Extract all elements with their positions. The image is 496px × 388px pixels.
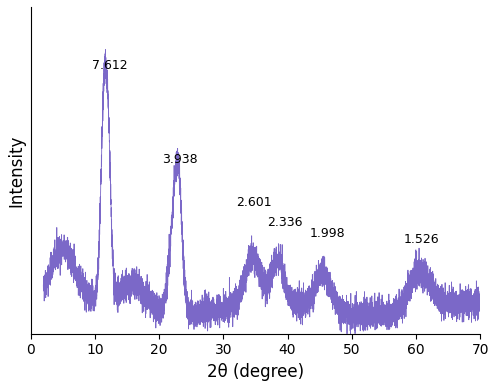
Y-axis label: Intensity: Intensity — [7, 134, 25, 206]
Text: 2.601: 2.601 — [236, 196, 272, 209]
Text: 1.998: 1.998 — [310, 227, 346, 240]
X-axis label: 2θ (degree): 2θ (degree) — [207, 363, 304, 381]
Text: 2.336: 2.336 — [267, 216, 303, 229]
Text: 1.526: 1.526 — [403, 233, 439, 246]
Text: 3.938: 3.938 — [162, 153, 198, 166]
Text: 7.612: 7.612 — [92, 59, 127, 72]
